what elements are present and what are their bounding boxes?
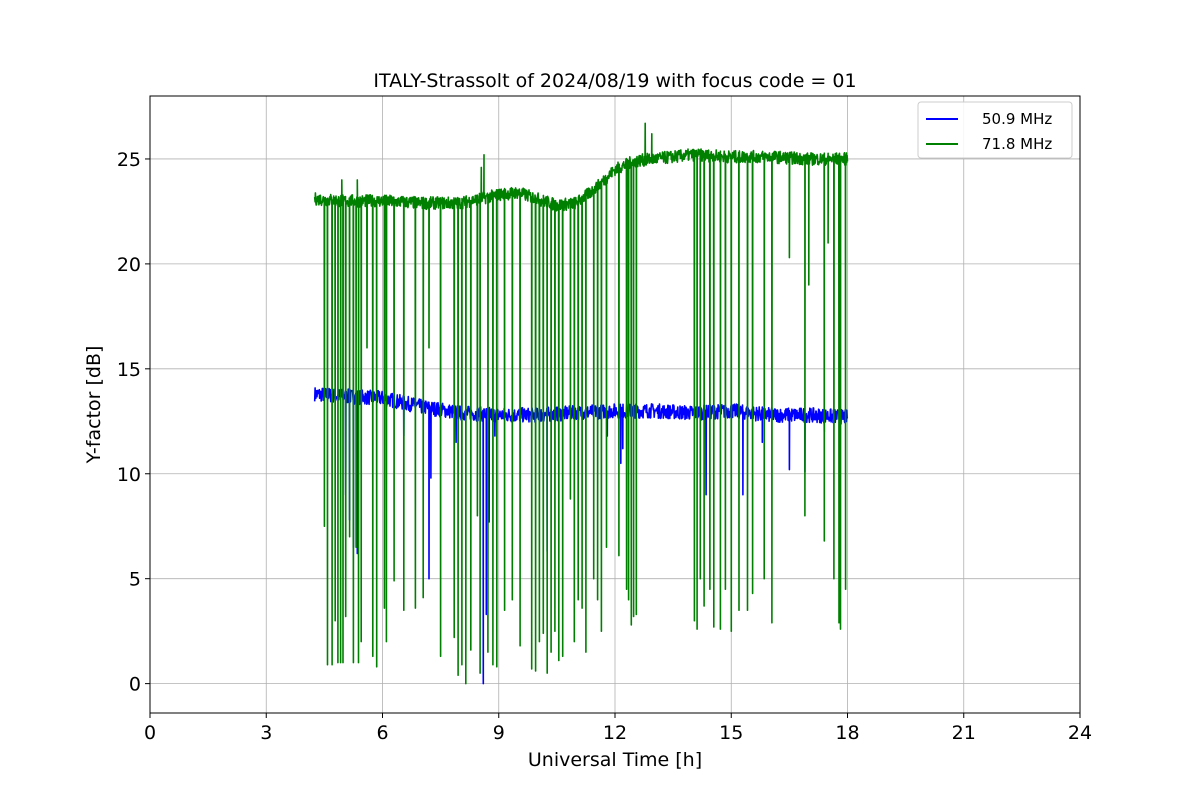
y-axis-label: Y-factor [dB] bbox=[83, 346, 105, 465]
series-line-71-8-mhz bbox=[313, 122, 849, 685]
x-tick-label: 6 bbox=[376, 722, 388, 744]
legend: 50.9 MHz 71.8 MHz bbox=[917, 101, 1073, 159]
legend-label: 71.8 MHz bbox=[982, 135, 1052, 153]
x-tick-label: 15 bbox=[719, 722, 743, 744]
plot-area bbox=[313, 122, 849, 685]
y-tick-label: 25 bbox=[117, 149, 141, 171]
chart-title: ITALY-Strassolt of 2024/08/19 with focus… bbox=[373, 70, 856, 92]
y-tick-label: 15 bbox=[117, 359, 141, 381]
x-axis-label: Universal Time [h] bbox=[528, 749, 702, 771]
x-tick-label: 3 bbox=[260, 722, 272, 744]
y-tick-label: 5 bbox=[129, 569, 141, 591]
x-tick-label: 9 bbox=[493, 722, 505, 744]
x-tick-label: 12 bbox=[603, 722, 627, 744]
y-tick-label: 10 bbox=[117, 464, 141, 486]
legend-label: 50.9 MHz bbox=[982, 110, 1052, 128]
x-tick-label: 21 bbox=[952, 722, 976, 744]
y-tick-label: 0 bbox=[129, 674, 141, 696]
axis-ticks: 0 3 6 9 12 15 18 21 24 0 5 10 15 20 25 bbox=[117, 149, 1092, 744]
x-tick-label: 18 bbox=[835, 722, 859, 744]
y-tick-label: 20 bbox=[117, 254, 141, 276]
x-tick-label: 24 bbox=[1068, 722, 1092, 744]
x-tick-label: 0 bbox=[144, 722, 156, 744]
